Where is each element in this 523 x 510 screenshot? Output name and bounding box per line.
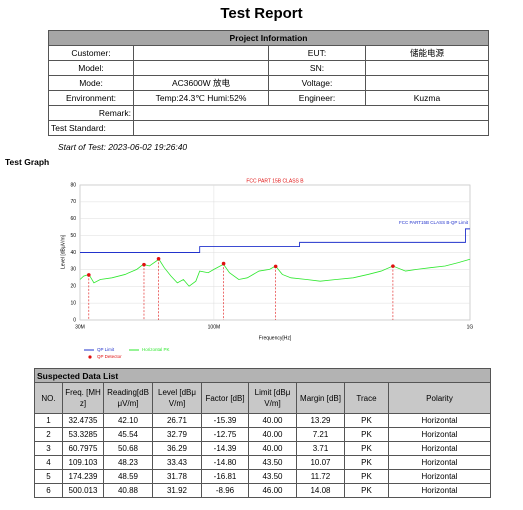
cell: 40.00 bbox=[248, 413, 297, 428]
cell: 53.3285 bbox=[62, 427, 104, 442]
x-axis-label: Frequency[Hz] bbox=[259, 335, 292, 341]
cell: 40.00 bbox=[248, 441, 297, 456]
y-tick-label: 40 bbox=[70, 250, 76, 256]
cell: 3 bbox=[34, 441, 63, 456]
column-header: NO. bbox=[34, 382, 63, 414]
cell: -8.96 bbox=[201, 483, 249, 498]
cell: -14.80 bbox=[201, 455, 249, 470]
column-header: Polarity bbox=[387, 382, 492, 414]
cell: 31.92 bbox=[152, 483, 202, 498]
limit-label: FCC PART15B CLASS B-QP Limit bbox=[399, 220, 469, 225]
x-tick-label: 1G bbox=[467, 324, 474, 330]
legend-marker bbox=[88, 355, 92, 359]
cell: 174.239 bbox=[62, 469, 104, 484]
cell: 40.00 bbox=[248, 427, 297, 442]
project-info-table: Project Information Customer: EUT: 储能电源 Mo… bbox=[48, 30, 489, 136]
x-tick-label: 100M bbox=[208, 324, 221, 330]
y-tick-label: 50 bbox=[70, 233, 76, 239]
y-tick-label: 80 bbox=[70, 182, 76, 188]
column-header: Trace bbox=[344, 382, 389, 414]
detector-point bbox=[156, 256, 161, 261]
cell: 31.78 bbox=[152, 469, 202, 484]
cell: Horizontal bbox=[387, 483, 492, 498]
cell: Horizontal bbox=[387, 427, 492, 442]
cell: 109.103 bbox=[62, 455, 104, 470]
detector-point bbox=[273, 264, 278, 269]
y-tick-label: 10 bbox=[70, 300, 76, 306]
detector-point bbox=[142, 262, 146, 267]
detector-point bbox=[87, 273, 91, 277]
cell: 26.71 bbox=[152, 413, 202, 428]
cell: 46.00 bbox=[248, 483, 297, 498]
cell: 11.72 bbox=[296, 469, 345, 484]
cell: 13.29 bbox=[296, 413, 345, 428]
chart-title: FCC PART 15B CLASS B bbox=[246, 178, 304, 184]
cell: 48.23 bbox=[103, 455, 153, 470]
chart: FCC PART 15B CLASS B Frequency[Hz] Level… bbox=[60, 178, 474, 359]
cell: Horizontal bbox=[387, 455, 492, 470]
column-header: Factor [dB] bbox=[201, 382, 249, 414]
cell: 5 bbox=[34, 469, 63, 484]
cell: 6 bbox=[34, 483, 63, 498]
column-header: Limit [dBμV/m] bbox=[248, 382, 297, 414]
cell: 36.29 bbox=[152, 441, 202, 456]
cell: -14.39 bbox=[201, 441, 249, 456]
cell: 1 bbox=[34, 413, 63, 428]
cell: PK bbox=[344, 413, 389, 428]
detector-point bbox=[221, 261, 226, 266]
table-title: Suspected Data List bbox=[33, 368, 492, 383]
cell: 42.10 bbox=[103, 413, 153, 428]
series-line bbox=[79, 258, 471, 287]
series-line bbox=[80, 228, 470, 253]
detector-point bbox=[391, 264, 395, 268]
cell: 32.79 bbox=[152, 427, 202, 442]
cell: PK bbox=[344, 441, 389, 456]
y-tick-label: 70 bbox=[70, 199, 76, 205]
cell: 10.07 bbox=[296, 455, 345, 470]
cell: -16.81 bbox=[201, 469, 249, 484]
cell: Horizontal bbox=[387, 469, 492, 484]
x-tick-label: 30M bbox=[75, 324, 85, 330]
cell: 500.013 bbox=[62, 483, 104, 498]
y-axis-label: Level [dBµV/m] bbox=[60, 234, 66, 269]
cell: PK bbox=[344, 455, 389, 470]
section-title: Test Graph bbox=[5, 157, 50, 167]
cell: PK bbox=[344, 469, 389, 484]
cell: 3.71 bbox=[296, 441, 345, 456]
cell: PK bbox=[344, 483, 389, 498]
y-tick-label: 30 bbox=[70, 267, 76, 273]
report-title: Test Report bbox=[220, 5, 303, 22]
legend-label: QP Limit bbox=[97, 347, 115, 352]
cell: 40.88 bbox=[103, 483, 153, 498]
y-tick-label: 60 bbox=[70, 216, 76, 222]
cell: 32.4735 bbox=[62, 413, 104, 428]
cell: Horizontal bbox=[387, 413, 492, 428]
y-tick-label: 0 bbox=[73, 317, 76, 323]
column-header: Reading[dBμV/m] bbox=[103, 382, 153, 414]
cell: 60.7975 bbox=[62, 441, 104, 456]
cell: 14.08 bbox=[296, 483, 345, 498]
cell: -12.75 bbox=[201, 427, 249, 442]
legend-label: Horizontal PK bbox=[142, 347, 170, 352]
cell: 45.54 bbox=[103, 427, 153, 442]
cell: 2 bbox=[34, 427, 63, 442]
cell: Horizontal bbox=[387, 441, 492, 456]
cell: 33.43 bbox=[152, 455, 202, 470]
start-of-test: Start of Test: 2023-06-02 19:26:40 bbox=[58, 142, 188, 152]
cell: 4 bbox=[34, 455, 63, 470]
cell: 7.21 bbox=[296, 427, 345, 442]
y-tick-label: 20 bbox=[70, 284, 76, 290]
column-header: Margin [dB] bbox=[296, 382, 345, 414]
cell: 48.59 bbox=[103, 469, 153, 484]
cell: 43.50 bbox=[248, 455, 297, 470]
cell: 43.50 bbox=[248, 469, 297, 484]
suspected-data-table: Suspected Data List NO. Freq. [MHz] Readin… bbox=[33, 368, 492, 498]
cell: 50.68 bbox=[103, 441, 153, 456]
cell: PK bbox=[344, 427, 389, 442]
column-header: Freq. [MHz] bbox=[62, 382, 104, 414]
column-header: Level [dBμV/m] bbox=[152, 382, 202, 414]
legend-label: QP Detector bbox=[97, 354, 122, 359]
cell: -15.39 bbox=[201, 413, 249, 428]
